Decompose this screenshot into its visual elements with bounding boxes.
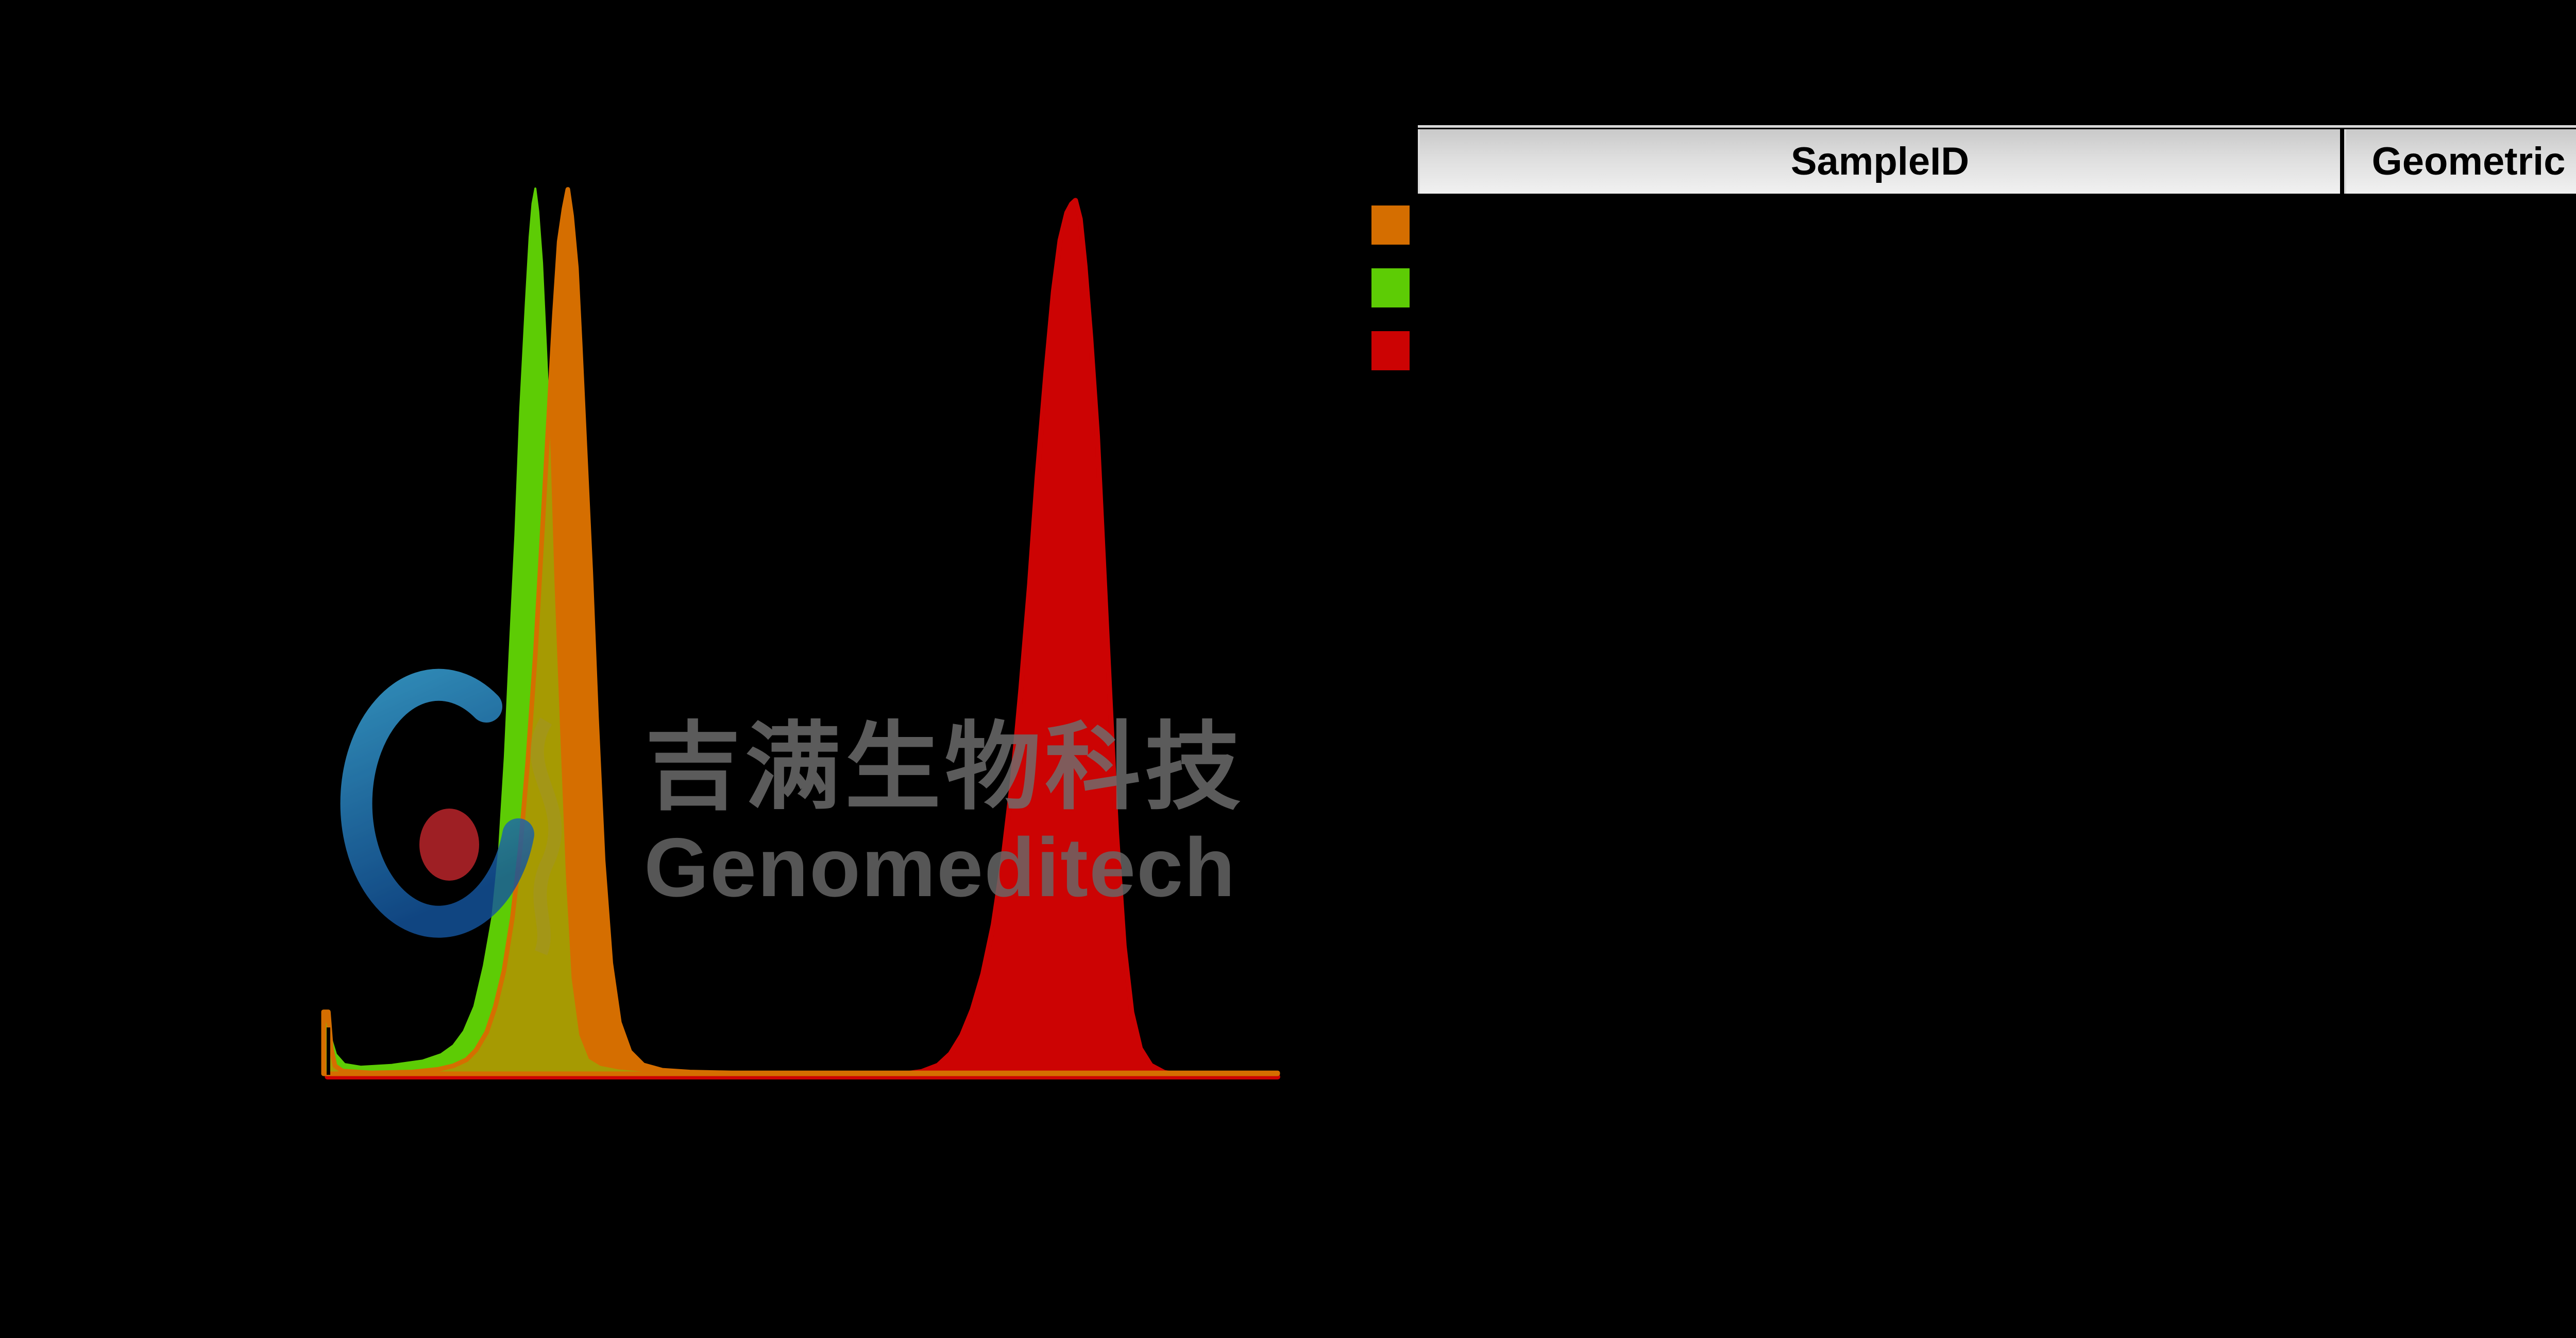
legend-swatch-orange	[1371, 205, 1410, 245]
results-table: SampleID Geometric Mean : R675-H	[1418, 125, 2576, 194]
legend-swatch-green	[1371, 268, 1410, 307]
column-header-sampleid: SampleID	[1418, 129, 2340, 194]
table-top-border	[1418, 125, 2576, 128]
legend	[1371, 205, 1411, 394]
histogram-overlap-region	[324, 189, 722, 1074]
column-header-geometric-mean: Geometric Mean : R675-H	[2344, 129, 2576, 194]
histogram-red	[325, 198, 1280, 1079]
legend-swatch-red	[1371, 331, 1410, 370]
histogram-orange-outline	[321, 187, 1280, 1076]
column-divider	[2340, 129, 2344, 194]
table-header-row: SampleID Geometric Mean : R675-H	[1418, 129, 2576, 194]
axis-tick	[327, 1027, 330, 1075]
histogram-orange	[324, 189, 1278, 1074]
